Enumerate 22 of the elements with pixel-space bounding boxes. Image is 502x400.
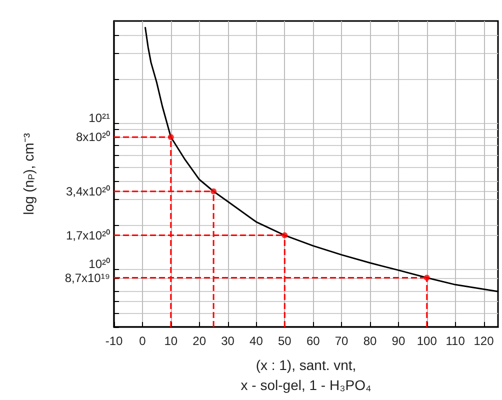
x-tick-label: 60: [306, 334, 320, 348]
x-tick-label: 90: [392, 334, 406, 348]
y-tick-label: 10²¹: [88, 111, 110, 125]
x-tick-label: 40: [250, 334, 264, 348]
x-tick-label: 110: [446, 334, 466, 348]
y-tick-label: 1,7x10²⁰: [66, 228, 110, 242]
x-tick-label: 120: [474, 334, 494, 348]
y-axis-title: log (nP), cm⁻³: [20, 132, 36, 215]
x-tick-label: 50: [278, 334, 292, 348]
x-tick-label: 100: [416, 334, 438, 348]
x-tick-label: 30: [221, 334, 235, 348]
x-axis-title: (x : 1), sant. vnt, x - sol-gel, 1 - H₃PO₄: [240, 357, 372, 393]
y-tick-label: 3,4x10²⁰: [66, 184, 110, 198]
x-tick-label: 10: [164, 334, 178, 348]
y-tick-label: 8,7x10¹⁹: [64, 270, 110, 285]
x-tick-label: -10: [105, 334, 123, 348]
x-tick-label: 80: [363, 334, 377, 348]
y-tick-label: 8x10²⁰: [76, 130, 110, 144]
y-tick-label: 10²⁰: [88, 256, 110, 271]
x-tick-label: 20: [192, 334, 206, 348]
x-tick-label: 0: [139, 334, 146, 348]
x-tick-label: 70: [334, 334, 349, 348]
